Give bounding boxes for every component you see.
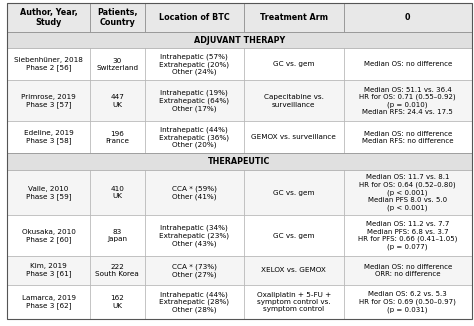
Text: 196
France: 196 France bbox=[105, 131, 129, 144]
Text: Primrose, 2019
Phase 3 [57]: Primrose, 2019 Phase 3 [57] bbox=[21, 94, 76, 108]
Text: 0: 0 bbox=[405, 13, 410, 22]
Text: Location of BTC: Location of BTC bbox=[159, 13, 230, 22]
Bar bbox=[145, 121, 244, 153]
Bar bbox=[344, 256, 472, 285]
Text: 162
UK: 162 UK bbox=[110, 295, 124, 309]
Text: GC vs. gem: GC vs. gem bbox=[273, 61, 315, 67]
Text: Median OS: no difference
ORR: no difference: Median OS: no difference ORR: no differe… bbox=[364, 264, 452, 277]
Bar bbox=[90, 285, 145, 319]
Text: Patients,
Country: Patients, Country bbox=[97, 7, 137, 27]
Text: CCA * (59%)
Other (41%): CCA * (59%) Other (41%) bbox=[172, 185, 217, 200]
Text: Intrahepatic (57%)
Extrahepatic (20%)
Other (24%): Intrahepatic (57%) Extrahepatic (20%) Ot… bbox=[159, 53, 229, 75]
Bar bbox=[344, 285, 472, 319]
Bar bbox=[244, 170, 344, 215]
Text: Intrahepatic (44%)
Extrahepatic (36%)
Other (20%): Intrahepatic (44%) Extrahepatic (36%) Ot… bbox=[159, 126, 229, 148]
Bar bbox=[244, 49, 344, 81]
Bar bbox=[244, 121, 344, 153]
Bar bbox=[7, 256, 90, 285]
Text: Valle, 2010
Phase 3 [59]: Valle, 2010 Phase 3 [59] bbox=[26, 185, 71, 200]
Bar bbox=[90, 215, 145, 256]
Text: Median OS: 11.7 vs. 8.1
HR for OS: 0.64 (0.52–0.80)
(p < 0.001)
Median PFS 8.0 v: Median OS: 11.7 vs. 8.1 HR for OS: 0.64 … bbox=[359, 174, 456, 211]
Bar bbox=[344, 121, 472, 153]
Bar bbox=[7, 170, 90, 215]
Text: Intrahepatic (44%)
Extrahepatic (28%)
Other (28%): Intrahepatic (44%) Extrahepatic (28%) Ot… bbox=[159, 291, 229, 313]
Bar bbox=[344, 170, 472, 215]
Text: Okusaka, 2010
Phase 2 [60]: Okusaka, 2010 Phase 2 [60] bbox=[22, 229, 75, 243]
Text: Lamarca, 2019
Phase 3 [62]: Lamarca, 2019 Phase 3 [62] bbox=[22, 295, 75, 309]
Text: Median OS: 51.1 vs. 36.4
HR for OS: 0.71 (0.55–0.92)
(p = 0.010)
Median RFS: 24.: Median OS: 51.1 vs. 36.4 HR for OS: 0.71… bbox=[359, 86, 456, 115]
Bar bbox=[7, 153, 472, 170]
Text: 447
UK: 447 UK bbox=[110, 94, 124, 108]
Text: ADJUVANT THERAPY: ADJUVANT THERAPY bbox=[194, 36, 285, 45]
Bar bbox=[145, 256, 244, 285]
Text: 30
Switzerland: 30 Switzerland bbox=[96, 58, 138, 71]
Bar bbox=[90, 121, 145, 153]
Text: Edeline, 2019
Phase 3 [58]: Edeline, 2019 Phase 3 [58] bbox=[24, 130, 73, 144]
Bar bbox=[145, 170, 244, 215]
Text: 222
South Korea: 222 South Korea bbox=[95, 264, 139, 277]
Bar bbox=[244, 81, 344, 121]
Text: Intrahepatic (19%)
Extrahepatic (64%)
Other (17%): Intrahepatic (19%) Extrahepatic (64%) Ot… bbox=[159, 90, 229, 112]
Text: Treatment Arm: Treatment Arm bbox=[260, 13, 328, 22]
Text: Kim, 2019
Phase 3 [61]: Kim, 2019 Phase 3 [61] bbox=[26, 263, 71, 277]
Bar bbox=[145, 285, 244, 319]
Text: Median OS: no difference
Median RFS: no difference: Median OS: no difference Median RFS: no … bbox=[362, 131, 454, 144]
Text: Median OS: no difference: Median OS: no difference bbox=[364, 61, 452, 67]
Text: 83
Japan: 83 Japan bbox=[107, 229, 128, 242]
Text: GC vs. gem: GC vs. gem bbox=[273, 233, 315, 239]
Bar bbox=[90, 170, 145, 215]
Bar bbox=[7, 32, 472, 49]
Bar bbox=[244, 3, 344, 32]
Bar bbox=[7, 121, 90, 153]
Text: 410
UK: 410 UK bbox=[110, 186, 124, 199]
Bar bbox=[7, 3, 90, 32]
Text: GC vs. gem: GC vs. gem bbox=[273, 190, 315, 196]
Bar bbox=[90, 49, 145, 81]
Bar bbox=[344, 3, 472, 32]
Bar bbox=[244, 256, 344, 285]
Bar bbox=[344, 215, 472, 256]
Text: Oxaliplatin + 5-FU +
symptom control vs.
symptom control: Oxaliplatin + 5-FU + symptom control vs.… bbox=[257, 292, 331, 312]
Text: THERAPEUTIC: THERAPEUTIC bbox=[208, 157, 271, 166]
Bar bbox=[7, 49, 90, 81]
Text: Capecitabine vs.
surveillance: Capecitabine vs. surveillance bbox=[264, 94, 324, 108]
Bar bbox=[344, 49, 472, 81]
Bar bbox=[90, 3, 145, 32]
Text: XELOX vs. GEMOX: XELOX vs. GEMOX bbox=[262, 268, 326, 274]
Text: Median OS: 6.2 vs. 5.3
HR for OS: 0.69 (0.50–0.97)
(p = 0.031): Median OS: 6.2 vs. 5.3 HR for OS: 0.69 (… bbox=[359, 291, 456, 313]
Bar bbox=[145, 3, 244, 32]
Bar bbox=[344, 81, 472, 121]
Bar bbox=[7, 285, 90, 319]
Bar bbox=[244, 285, 344, 319]
Bar bbox=[7, 215, 90, 256]
Bar bbox=[145, 215, 244, 256]
Bar bbox=[7, 81, 90, 121]
Text: CCA * (73%)
Other (27%): CCA * (73%) Other (27%) bbox=[172, 263, 217, 278]
Text: Siebenhüner, 2018
Phase 2 [56]: Siebenhüner, 2018 Phase 2 [56] bbox=[14, 57, 83, 71]
Bar bbox=[90, 256, 145, 285]
Bar bbox=[90, 81, 145, 121]
Text: GEMOX vs. surveillance: GEMOX vs. surveillance bbox=[251, 134, 337, 141]
Text: Median OS: 11.2 vs. 7.7
Median PFS: 6.8 vs. 3.7
HR for PFS: 0.66 (0.41–1.05)
(p : Median OS: 11.2 vs. 7.7 Median PFS: 6.8 … bbox=[358, 221, 457, 250]
Text: Author, Year,
Study: Author, Year, Study bbox=[20, 7, 77, 27]
Text: Intrahepatic (34%)
Extrahepatic (23%)
Other (43%): Intrahepatic (34%) Extrahepatic (23%) Ot… bbox=[159, 225, 229, 247]
Bar bbox=[145, 49, 244, 81]
Bar bbox=[244, 215, 344, 256]
Bar bbox=[145, 81, 244, 121]
